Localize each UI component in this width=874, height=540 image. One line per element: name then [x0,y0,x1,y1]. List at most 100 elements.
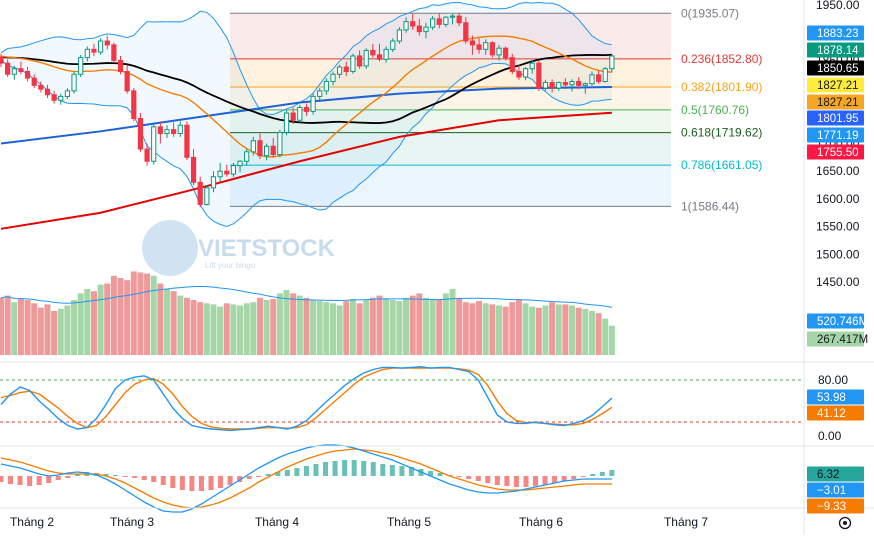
candle[interactable] [469,40,476,46]
candle[interactable] [190,156,197,183]
candle[interactable] [151,126,157,162]
candle[interactable] [197,181,203,205]
candle[interactable] [423,26,429,33]
candle[interactable] [31,77,37,86]
candle[interactable] [244,151,250,162]
macd-hist-bar [198,476,204,491]
candle[interactable] [383,48,389,60]
candle[interactable] [5,62,11,75]
candle[interactable] [171,129,177,135]
candle[interactable] [64,90,71,97]
candle[interactable] [98,40,104,53]
candle[interactable] [509,57,515,72]
candle[interactable] [290,112,296,121]
candle[interactable] [310,95,316,112]
candle[interactable] [184,124,190,158]
candle[interactable] [91,48,97,53]
candle[interactable] [137,118,144,150]
candle[interactable] [576,80,582,86]
candle[interactable] [443,16,449,25]
candle[interactable] [237,160,243,167]
candle[interactable] [24,70,31,79]
candle[interactable] [58,95,64,101]
candle[interactable] [489,42,495,56]
candle[interactable] [449,15,456,18]
candle[interactable] [277,131,283,156]
candle[interactable] [602,68,608,82]
candle[interactable] [164,129,170,135]
candle[interactable] [18,68,24,72]
candle[interactable] [144,148,150,162]
candle[interactable] [589,74,595,85]
candle[interactable] [556,82,562,89]
candle[interactable] [503,47,509,59]
candle[interactable] [78,57,84,75]
candle[interactable] [376,54,383,60]
candle[interactable] [483,42,489,50]
candle[interactable] [370,49,376,56]
candle[interactable] [390,40,396,50]
candle[interactable] [516,70,522,78]
candle[interactable] [297,106,303,121]
candle[interactable] [542,82,549,89]
candle[interactable] [330,73,336,82]
candle[interactable] [476,44,482,50]
candle[interactable] [217,170,223,178]
candle[interactable] [131,90,137,120]
candle[interactable] [104,40,110,46]
candle[interactable] [257,140,263,157]
candle[interactable] [71,73,77,92]
candle[interactable] [177,124,183,135]
candle[interactable] [224,170,230,175]
candle[interactable] [250,140,256,153]
candle[interactable] [264,145,270,157]
candle[interactable] [84,48,90,59]
candle[interactable] [430,18,436,28]
candle[interactable] [596,74,602,82]
candle[interactable] [403,21,409,31]
settings-gear-icon[interactable] [838,516,852,530]
candle[interactable] [363,49,369,67]
candle[interactable] [0,56,4,64]
candle[interactable] [569,80,575,86]
candle[interactable] [463,22,469,42]
candle[interactable] [38,84,44,90]
candle[interactable] [337,66,343,75]
candle[interactable] [456,15,462,24]
candle[interactable] [496,47,502,56]
candle[interactable] [51,94,57,101]
volume-bar [57,308,64,355]
candle[interactable] [522,68,529,78]
candle[interactable] [350,55,356,72]
candle[interactable] [323,80,329,92]
candle[interactable] [410,21,416,27]
volume-bar [336,305,343,355]
candle[interactable] [536,62,542,89]
candle[interactable] [529,62,535,70]
candle[interactable] [44,88,51,96]
candle[interactable] [283,112,290,133]
candle[interactable] [11,68,17,75]
candle[interactable] [582,83,588,86]
candle[interactable] [204,187,210,205]
candle[interactable] [343,66,349,72]
candle[interactable] [317,90,323,97]
candle[interactable] [157,126,163,135]
candle[interactable] [356,55,363,67]
candle[interactable] [549,82,555,89]
candle[interactable] [230,165,237,175]
candle[interactable] [124,70,130,92]
candle[interactable] [416,25,422,33]
candle[interactable] [117,59,124,72]
candle[interactable] [436,18,442,25]
macd-hist-bar [151,476,157,482]
candle[interactable] [396,29,402,42]
candle[interactable] [609,55,615,70]
candle[interactable] [270,145,276,156]
candle[interactable] [111,44,117,61]
candle[interactable] [210,176,217,189]
candle[interactable] [303,106,310,112]
candle[interactable] [562,82,568,86]
